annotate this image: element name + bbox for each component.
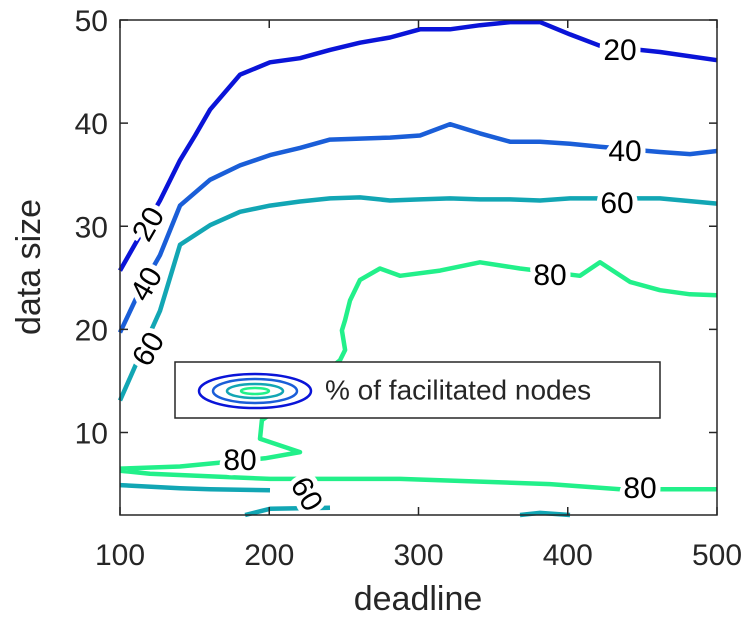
y-tick-label: 20 [75,314,108,347]
x-tick-label: 200 [244,539,294,572]
y-tick-label: 10 [75,418,108,451]
y-tick-label: 40 [75,108,108,141]
legend: % of facilitated nodes [174,361,661,419]
x-tick-label: 300 [393,539,443,572]
y-tick-label: 30 [75,211,108,244]
contour-line [118,19,718,272]
contour-line [117,121,718,334]
y-tick-label: 50 [75,5,108,38]
y-axis-title: data size [10,199,48,335]
contour-label: 40 [608,135,641,168]
contour-label: 80 [533,259,566,292]
contour-label: 80 [623,472,656,505]
contour-line [119,260,718,492]
contour-line [117,195,718,518]
contour-label: 80 [223,444,256,477]
x-tick-label: 400 [543,539,593,572]
x-tick-label: 500 [692,539,742,572]
legend-box [174,361,661,419]
legend-icon [197,372,313,410]
legend-swatch [197,372,313,410]
legend-swatch [225,382,285,400]
legend-swatch [239,386,271,396]
x-axis-title: deadline [354,580,483,618]
legend-label: % of facilitated nodes [325,374,591,405]
x-tick-label: 100 [95,539,145,572]
contour-label: 60 [600,187,633,220]
legend-swatch [211,377,299,405]
plot-area [117,19,718,518]
contour-label: 20 [603,34,636,67]
